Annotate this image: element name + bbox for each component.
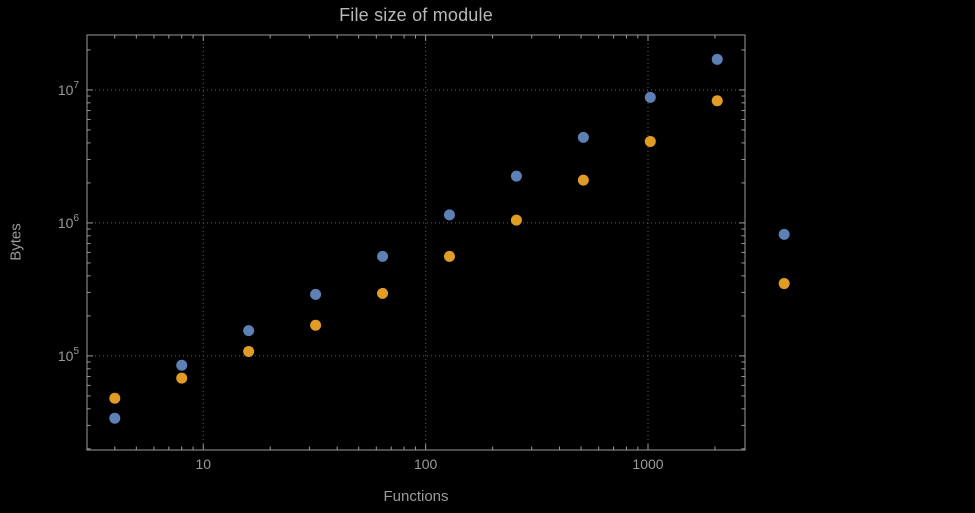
data-point-series-2-orange [310,319,322,331]
data-point-series-2-orange [243,345,255,357]
data-point-series-1-blue [510,170,522,182]
data-point-series-2-orange [510,214,522,226]
y-axis-label: Bytes [7,223,25,261]
y-tick-label: 107 [58,80,80,98]
x-tick-label: 100 [414,456,438,472]
x-axis-label: Functions [383,488,449,505]
data-point-series-2-orange [778,278,790,290]
data-point-series-2-orange [109,392,121,404]
data-point-series-2-orange [176,372,188,384]
data-point-series-2-orange [443,250,455,262]
data-point-series-2-orange [377,287,389,299]
data-point-series-1-blue [711,53,723,65]
data-point-series-1-blue [109,412,121,424]
x-tick-label: 1000 [632,456,663,472]
data-point-series-1-blue [243,325,255,337]
data-point-series-2-orange [711,95,723,107]
plot-frame [86,34,746,451]
y-tick-label: 106 [58,213,80,231]
data-point-series-2-orange [644,135,656,147]
chart-title: File size of module [339,5,493,25]
data-point-series-1-blue [644,91,656,103]
x-tick-label: 10 [195,456,211,472]
y-tick-label: 105 [58,346,80,364]
data-point-series-1-blue [577,131,589,143]
data-point-series-2-orange [577,174,589,186]
data-point-series-1-blue [176,359,188,371]
data-point-series-1-blue [310,288,322,300]
data-point-series-1-blue [443,209,455,221]
data-point-series-1-blue [377,250,389,262]
data-point-series-1-blue [778,228,790,240]
